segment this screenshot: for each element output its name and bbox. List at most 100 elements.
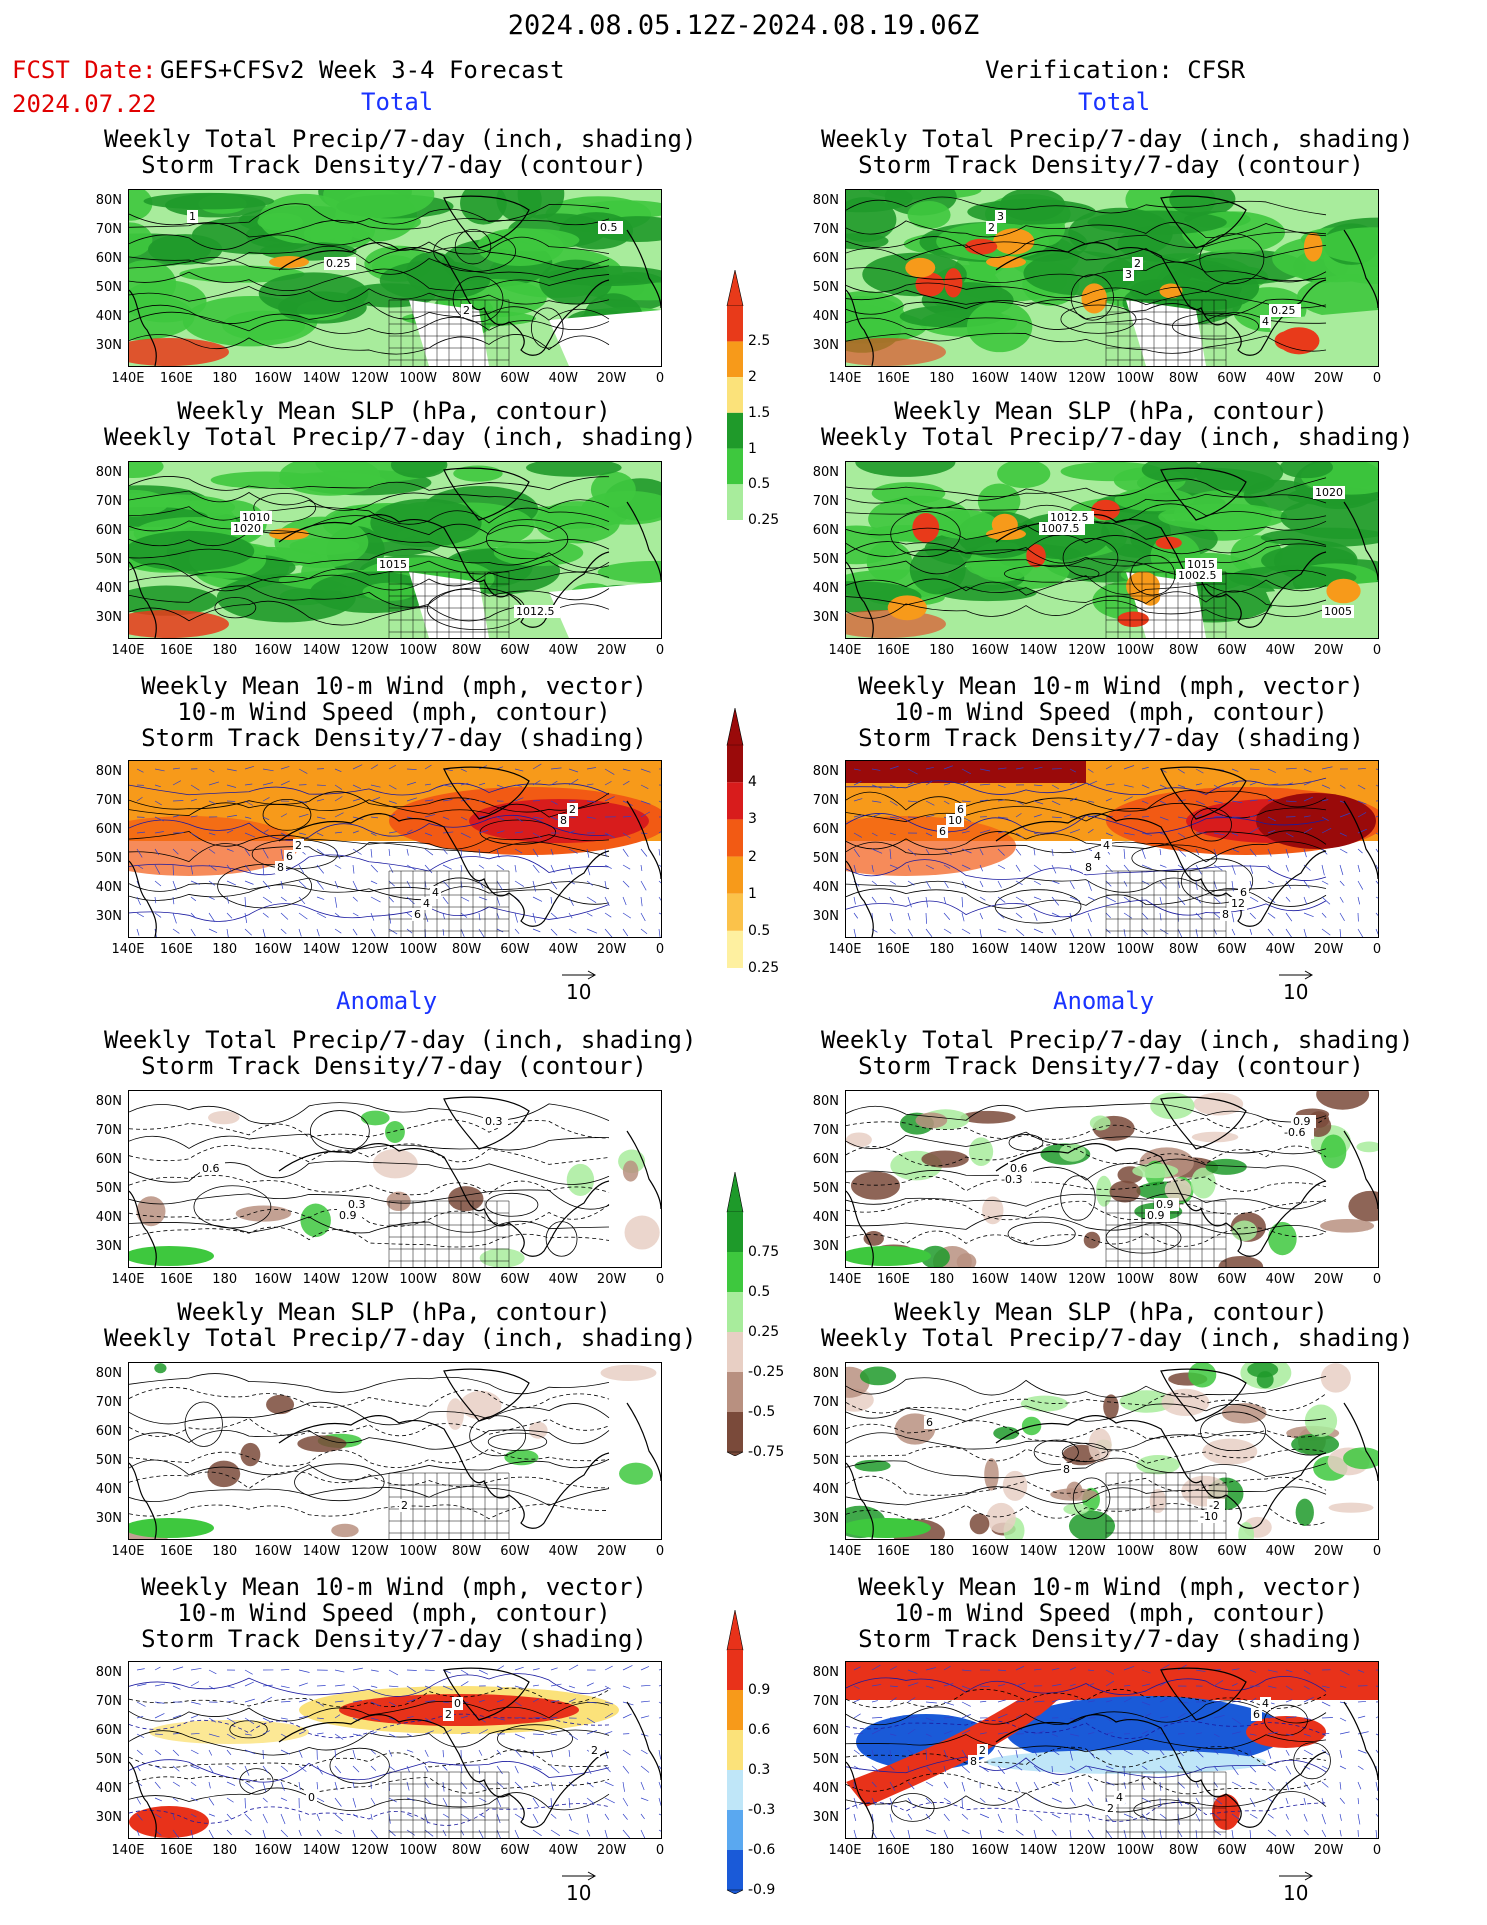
vector-reference-label: 10 [566, 1881, 592, 1905]
section-total-right: Total [1078, 88, 1151, 116]
lat-tick-label: 30N [95, 1511, 122, 1526]
lon-tick-label: 0 [655, 1843, 665, 1858]
lon-tick-label: 40W [548, 371, 578, 386]
contour-label: 0.9 [1293, 1115, 1311, 1128]
colorbar-tick-label: -0.25 [748, 1364, 785, 1380]
panel-title: Weekly Mean 10-m Wind (mph, vector) 10-m … [821, 1574, 1401, 1652]
contour-label: 8 [1063, 1463, 1070, 1476]
verification-map-wind_storm-total: 4 6 6 4 12 10 8 8 6 [845, 760, 1379, 938]
panel-title: Weekly Mean SLP (hPa, contour) Weekly Tot… [104, 397, 696, 450]
panel-title-line: Weekly Mean SLP (hPa, contour) [177, 397, 611, 425]
colorbar-tick-label: 1.5 [748, 404, 771, 421]
lat-tick-label: 50N [95, 280, 122, 295]
lat-tick-label: 70N [95, 793, 122, 808]
panel-title-line: Weekly Total Precip/7-day (inch, shading… [821, 1324, 1414, 1352]
lon-tick-label: 0 [1372, 942, 1382, 957]
lat-tick-label: 30N [95, 1810, 122, 1825]
panel-title-line: Weekly Mean SLP (hPa, contour) [177, 1298, 611, 1326]
lon-tick-label: 140E [111, 1544, 145, 1559]
lon-tick-label: 160W [971, 1843, 1009, 1858]
lat-tick-label: 50N [812, 552, 839, 567]
lon-tick-label: 0 [655, 1272, 665, 1287]
lon-tick-label: 60W [500, 942, 530, 957]
lon-tick-label: 100W [1116, 1544, 1155, 1559]
lat-tick-label: 50N [95, 1453, 122, 1468]
panel-title: Weekly Total Precip/7-day (inch, shading… [821, 1027, 1413, 1080]
lon-tick-label: 0 [1372, 643, 1382, 658]
contour-label: 2 [401, 1499, 408, 1512]
contour-label: 0.6 [202, 1162, 220, 1175]
lon-tick-label: 140E [111, 942, 145, 957]
lon-tick-label: 160W [971, 643, 1009, 658]
verification-map-slp_precip-total: 1012.5 1015 1005 1007.5 1002.5 1020 [845, 461, 1379, 639]
contour-label: 2 [569, 803, 576, 816]
panel-title-line: Storm Track Density/7-day (contour) [141, 151, 647, 179]
lat-tick-label: 50N [812, 1453, 839, 1468]
lon-tick-label: 160W [254, 942, 292, 957]
lon-tick-label: 160E [159, 1272, 193, 1287]
contour-label: 2 [591, 1744, 598, 1757]
contour-label: 3 [997, 210, 1004, 223]
map-plot: 0.90.90.60.9-0.6-0.3 [846, 1091, 1378, 1267]
lat-tick-label: 40N [812, 1482, 839, 1497]
lon-tick-label: 180 [212, 371, 238, 386]
lon-tick-label: 140W [1019, 1843, 1058, 1858]
lon-tick-label: 40W [1265, 942, 1295, 957]
lat-tick-label: 80N [812, 1094, 839, 1109]
lon-tick-label: 160W [971, 942, 1009, 957]
contour-label: 1020 [1315, 486, 1343, 499]
lat-tick-label: 60N [95, 1424, 122, 1439]
verification-map-slp_precip-anomaly: -2 6 8 -10 [845, 1362, 1379, 1540]
lon-tick-label: 140E [828, 371, 862, 386]
contour-label: 6 [1240, 886, 1247, 899]
contour-label: 4 [1103, 839, 1110, 852]
lon-tick-label: 180 [929, 643, 955, 658]
colorbar-storm_total [726, 708, 744, 968]
panel-title-line: Weekly Mean 10-m Wind (mph, vector) [858, 672, 1364, 700]
panel-title-line: Storm Track Density/7-day (contour) [858, 1052, 1364, 1080]
colorbar-tick-label: -0.3 [748, 1802, 776, 1818]
lon-tick-label: 180 [929, 942, 955, 957]
contour-label: 0.9 [339, 1209, 357, 1222]
panel-title: Weekly Mean SLP (hPa, contour) Weekly Tot… [104, 1298, 696, 1351]
colorbar-tick-label: 0.5 [748, 476, 771, 493]
lon-tick-label: 120W [1067, 643, 1106, 658]
contour-label: 1007.5 [1041, 522, 1080, 535]
lat-tick-label: 60N [812, 1424, 839, 1439]
section-anomaly-right: Anomaly [1053, 987, 1155, 1015]
verification-map-precip_storm-total: 3 2 0.25 2 3 4 [845, 189, 1379, 367]
lon-tick-label: 0 [1372, 1272, 1382, 1287]
lon-tick-label: 100W [399, 643, 438, 658]
panel-title-line: Weekly Mean SLP (hPa, contour) [894, 1298, 1328, 1326]
lat-tick-label: 30N [95, 338, 122, 353]
contour-label: 1 [189, 210, 196, 223]
contour-label: 2 [445, 1708, 452, 1721]
lat-tick-label: 80N [812, 465, 839, 480]
lon-tick-label: 160W [971, 371, 1009, 386]
lon-tick-label: 140E [828, 1272, 862, 1287]
lat-tick-label: 60N [812, 523, 839, 538]
map-plot: 2 [129, 1363, 661, 1539]
lat-tick-label: 80N [812, 1366, 839, 1381]
lon-tick-label: 40W [548, 942, 578, 957]
contour-label: 8 [970, 1755, 977, 1768]
lon-tick-label: 20W [596, 1272, 627, 1287]
colorbar-tick-label: -0.9 [748, 1882, 776, 1898]
lon-tick-label: 60W [1217, 942, 1247, 957]
map-plot: 0.3 0.3 0.6 0.9 [129, 1091, 661, 1267]
lon-tick-label: 20W [1313, 371, 1344, 386]
panel-title-line: Storm Track Density/7-day (shading) [858, 1625, 1364, 1653]
lat-tick-label: 50N [95, 1752, 122, 1767]
lon-tick-label: 80W [1168, 1272, 1199, 1287]
lat-tick-label: 40N [812, 309, 839, 324]
contour-label: 8 [560, 814, 567, 827]
lon-tick-label: 180 [212, 942, 238, 957]
lat-tick-label: 50N [812, 280, 839, 295]
lat-tick-label: 30N [95, 1239, 122, 1254]
contour-label: 2 [463, 304, 470, 317]
lat-tick-label: 40N [812, 1210, 839, 1225]
section-anomaly-left: Anomaly [336, 987, 438, 1015]
contour-label: 0.3 [348, 1198, 366, 1211]
